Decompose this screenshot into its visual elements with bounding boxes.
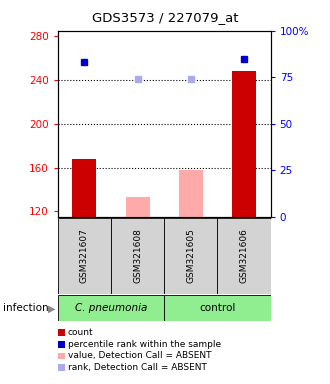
Text: GSM321607: GSM321607: [80, 228, 89, 283]
Bar: [164, 218, 217, 294]
Bar: [58, 295, 164, 321]
Bar: [58, 218, 111, 294]
Bar: [164, 295, 271, 321]
Text: GSM321608: GSM321608: [133, 228, 142, 283]
Text: GSM321605: GSM321605: [186, 228, 195, 283]
Text: GSM321606: GSM321606: [240, 228, 248, 283]
Bar: [72, 159, 96, 217]
Bar: [232, 71, 256, 217]
Bar: [111, 218, 164, 294]
Bar: [126, 197, 149, 217]
Bar: [217, 218, 271, 294]
Text: ▶: ▶: [49, 303, 56, 313]
Text: count: count: [68, 328, 93, 337]
Text: C. pneumonia: C. pneumonia: [75, 303, 147, 313]
Text: control: control: [199, 303, 236, 313]
Text: rank, Detection Call = ABSENT: rank, Detection Call = ABSENT: [68, 363, 207, 372]
Bar: [179, 170, 203, 217]
Text: GDS3573 / 227079_at: GDS3573 / 227079_at: [92, 11, 238, 24]
Text: percentile rank within the sample: percentile rank within the sample: [68, 339, 221, 349]
Text: value, Detection Call = ABSENT: value, Detection Call = ABSENT: [68, 351, 211, 361]
Text: infection: infection: [3, 303, 49, 313]
